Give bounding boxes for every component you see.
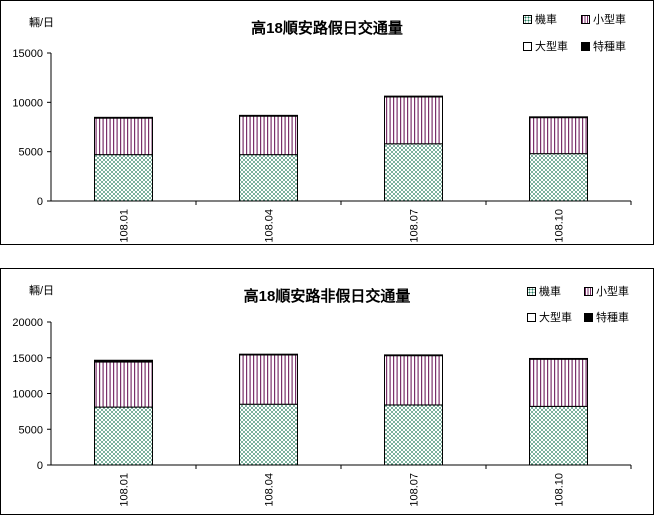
chart-plot: 0 5000 10000 15000 108.01 108.04 108.07 108.10 — [12, 48, 632, 243]
legend-swatch — [527, 286, 536, 296]
bar-108-01-series-0 — [94, 406, 153, 466]
legend-label: 機車 — [535, 14, 557, 26]
y-tick-label: 20000 — [12, 317, 43, 329]
holiday-traffic-chart: 高18順安路假日交通量 輛/日 0 5000 10000 15000 108.01 108… — [0, 0, 654, 245]
y-tick-label: 10000 — [12, 389, 43, 401]
y-tick-label: 5000 — [19, 424, 43, 436]
bar-108-10-series-0 — [529, 405, 588, 466]
legend-item: 特種車 — [584, 309, 629, 325]
legend-swatch — [584, 286, 593, 296]
bar-108-07-series-0 — [384, 143, 443, 202]
chart-title: 高18順安路非假日交通量 — [243, 288, 411, 305]
legend-item: 大型車 — [523, 38, 568, 54]
category-label-108-10: 108.10 — [554, 209, 566, 243]
bar-108-01-series-0 — [94, 154, 153, 202]
y-tick-label: 15000 — [12, 48, 43, 60]
legend-swatch — [581, 41, 590, 51]
legend-item: 小型車 — [584, 283, 629, 299]
bar-108-04-series-1 — [239, 115, 298, 156]
y-tick-label: 5000 — [19, 147, 43, 159]
bar-108-01-series-3 — [94, 359, 153, 363]
bar-108-07-series-3 — [384, 95, 443, 98]
category-label-108-07: 108.07 — [409, 473, 421, 507]
legend-swatch — [527, 312, 536, 322]
bar-108-04-series-3 — [239, 353, 298, 356]
bar-108-07-series-3 — [384, 354, 443, 357]
legend-item: 特種車 — [581, 38, 626, 54]
y-tick-label: 10000 — [12, 97, 43, 109]
bar-108-04-series-0 — [239, 154, 298, 202]
chart-plot: 0 5000 10000 15000 20000 108.01 108.04 108.07 10… — [12, 317, 632, 507]
bar-108-10-series-3 — [529, 357, 588, 360]
weekday-traffic-chart: 高18順安路非假日交通量 輛/日 0 5000 10000 15000 20000 108… — [0, 268, 654, 515]
legend-item: 大型車 — [527, 309, 572, 325]
legend-label: 特種車 — [596, 312, 629, 324]
legend-swatch — [523, 41, 532, 51]
category-label-108-01: 108.01 — [119, 209, 131, 243]
legend-label: 小型車 — [593, 14, 626, 26]
bar-108-04-series-0 — [239, 403, 298, 466]
legend-item: 機車 — [527, 283, 561, 299]
legend-label: 特種車 — [593, 41, 626, 53]
legend-label: 小型車 — [596, 286, 629, 298]
bar-108-10-series-1 — [529, 358, 588, 407]
y-tick-label: 0 — [37, 460, 43, 472]
bar-108-04-series-1 — [239, 354, 298, 405]
chart-title: 高18順安路假日交通量 — [251, 20, 403, 37]
category-label-108-04: 108.04 — [264, 473, 276, 507]
legend-swatch — [584, 312, 593, 322]
bar-108-10-series-3 — [529, 116, 588, 119]
bar-108-07-series-0 — [384, 404, 443, 466]
bar-108-07-series-1 — [384, 355, 443, 406]
category-label-108-04: 108.04 — [264, 209, 276, 243]
y-tick-label: 15000 — [12, 353, 43, 365]
y-tick-label: 0 — [37, 196, 43, 208]
legend-label: 大型車 — [535, 41, 568, 53]
y-axis-unit-label: 輛/日 — [29, 17, 55, 29]
legend-label: 大型車 — [539, 312, 572, 324]
bar-108-10-series-0 — [529, 153, 588, 202]
category-label-108-10: 108.10 — [554, 473, 566, 507]
bar-108-10-series-1 — [529, 117, 588, 155]
legend-swatch — [523, 14, 532, 24]
bar-108-01-series-1 — [94, 361, 153, 408]
bar-108-07-series-1 — [384, 96, 443, 145]
legend-item: 機車 — [523, 11, 557, 27]
category-label-108-07: 108.07 — [409, 209, 421, 243]
bar-108-01-series-1 — [94, 117, 153, 156]
legend-item: 小型車 — [581, 11, 626, 27]
legend-label: 機車 — [539, 286, 561, 298]
bar-108-01-series-3 — [94, 116, 153, 119]
y-axis-unit-label: 輛/日 — [29, 285, 55, 297]
legend-swatch — [581, 14, 590, 24]
bar-108-04-series-3 — [239, 114, 298, 117]
category-label-108-01: 108.01 — [119, 473, 131, 507]
